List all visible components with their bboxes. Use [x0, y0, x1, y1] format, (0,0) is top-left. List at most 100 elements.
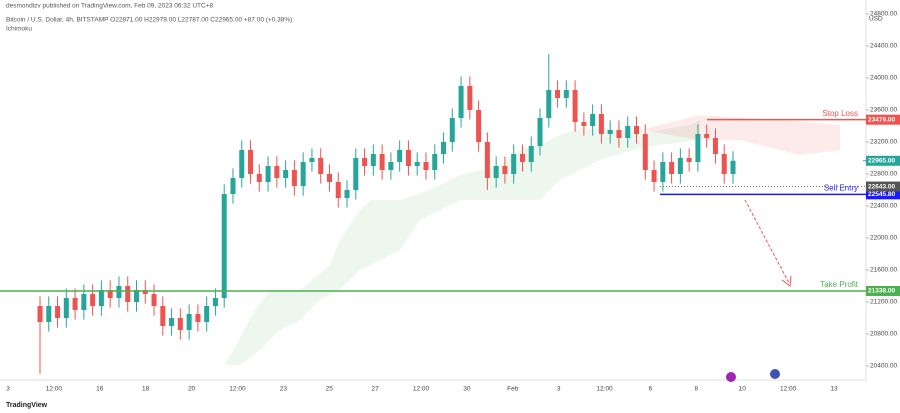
candle-body	[572, 90, 578, 122]
candle-body	[133, 290, 139, 302]
candle-body	[388, 162, 394, 170]
x-tick-label: 3	[6, 386, 10, 393]
x-tick-label: 12:00	[596, 386, 613, 393]
candle-body	[397, 150, 403, 162]
x-tick-label: 16	[96, 386, 104, 393]
candle-body	[581, 122, 587, 126]
price-tag	[866, 189, 900, 200]
candle-body	[546, 90, 552, 118]
candle-body	[476, 110, 482, 142]
candle-body	[484, 142, 490, 178]
x-tick-label: 27	[371, 386, 379, 393]
candle-body	[291, 170, 297, 186]
y-tick-label: 20400.00	[870, 363, 897, 370]
candle-body	[423, 162, 429, 170]
candle-body	[55, 306, 61, 318]
candle-body	[81, 294, 87, 310]
candle-body	[414, 162, 420, 166]
candle-body	[511, 154, 517, 174]
candle-body	[590, 114, 596, 126]
y-tick-label: 23200.00	[870, 139, 897, 146]
price-tag	[866, 285, 900, 296]
candle-body	[370, 154, 376, 166]
candle-body	[98, 290, 104, 306]
candle-body	[449, 118, 455, 142]
candle-body	[695, 134, 701, 162]
candle-body	[607, 130, 613, 134]
candle-body	[63, 298, 69, 318]
candle-body	[344, 190, 350, 198]
candle-body	[37, 306, 43, 322]
cloud-bull	[225, 120, 700, 365]
candle-body	[519, 154, 525, 162]
x-tick-label: 10	[739, 386, 747, 393]
symbol-info: Bitcoin / U.S. Dollar, 4h, BITSTAMP O228…	[6, 17, 292, 24]
x-tick-label: 8	[695, 386, 699, 393]
candle-body	[230, 178, 236, 194]
candle-body	[46, 306, 52, 322]
candle-body	[537, 118, 543, 146]
price-tag	[866, 114, 900, 125]
candle-body	[335, 182, 341, 198]
x-tick-label: 20	[188, 386, 196, 393]
candle-body	[300, 162, 306, 186]
arrow-head	[781, 275, 792, 287]
candle-body	[239, 150, 245, 178]
candle-body	[318, 158, 324, 174]
candle-body	[274, 166, 280, 178]
candle-body	[309, 158, 315, 162]
candle-body	[405, 150, 411, 166]
cloud-bear	[640, 115, 840, 155]
price-tag-label: 22545.80	[868, 191, 895, 198]
candle-body	[493, 166, 499, 178]
candle-body	[669, 162, 675, 174]
indicator: Ichimoku	[6, 26, 32, 33]
y-tick-label: 21600.00	[870, 267, 897, 274]
y-tick-label: 20800.00	[870, 331, 897, 338]
candle-body	[283, 170, 289, 178]
y-tick-label: 23600.00	[870, 107, 897, 114]
arrow	[744, 199, 790, 284]
x-tick-label: 25	[326, 386, 334, 393]
candle-body	[248, 150, 254, 174]
x-tick-label: 12:00	[229, 386, 246, 393]
x-tick-label: 3	[557, 386, 561, 393]
y-tick-label: 22400.00	[870, 203, 897, 210]
candle-body	[712, 138, 718, 154]
candle-body	[169, 318, 175, 326]
candle-body	[458, 86, 464, 118]
candle-body	[677, 158, 683, 174]
price-tag	[866, 181, 900, 192]
candle-body	[379, 154, 385, 170]
candle-body	[651, 170, 657, 182]
candle-body	[125, 286, 131, 302]
candle-body	[555, 90, 561, 98]
price-tag-label: 23479.00	[868, 116, 895, 123]
candle-body	[256, 174, 262, 182]
flag-icon	[770, 369, 780, 379]
x-tick-label: 18	[142, 386, 150, 393]
candle-body	[212, 298, 218, 306]
level-name: Take Profit	[820, 280, 859, 289]
candle-body	[116, 286, 122, 298]
candle-body	[528, 146, 534, 162]
x-tick-label: 23	[280, 386, 288, 393]
level-name: Stop Loss	[822, 109, 858, 118]
candle-body	[502, 166, 508, 174]
x-tick-label: Feb	[507, 386, 519, 393]
candle-body	[72, 298, 78, 310]
y-tick-label: 22800.00	[870, 171, 897, 178]
candle-body	[634, 126, 640, 134]
candle-body	[616, 130, 622, 138]
candle-body	[160, 306, 166, 326]
candle-body	[107, 290, 113, 298]
x-tick-label: 12:00	[780, 386, 797, 393]
candle-body	[265, 166, 271, 182]
footer-logo: TradingView	[6, 402, 48, 409]
candle-body	[730, 160, 736, 174]
x-tick-label: 12:00	[46, 386, 63, 393]
y-tick-label: 24400.00	[870, 43, 897, 50]
y-tick-label: 21200.00	[870, 299, 897, 306]
